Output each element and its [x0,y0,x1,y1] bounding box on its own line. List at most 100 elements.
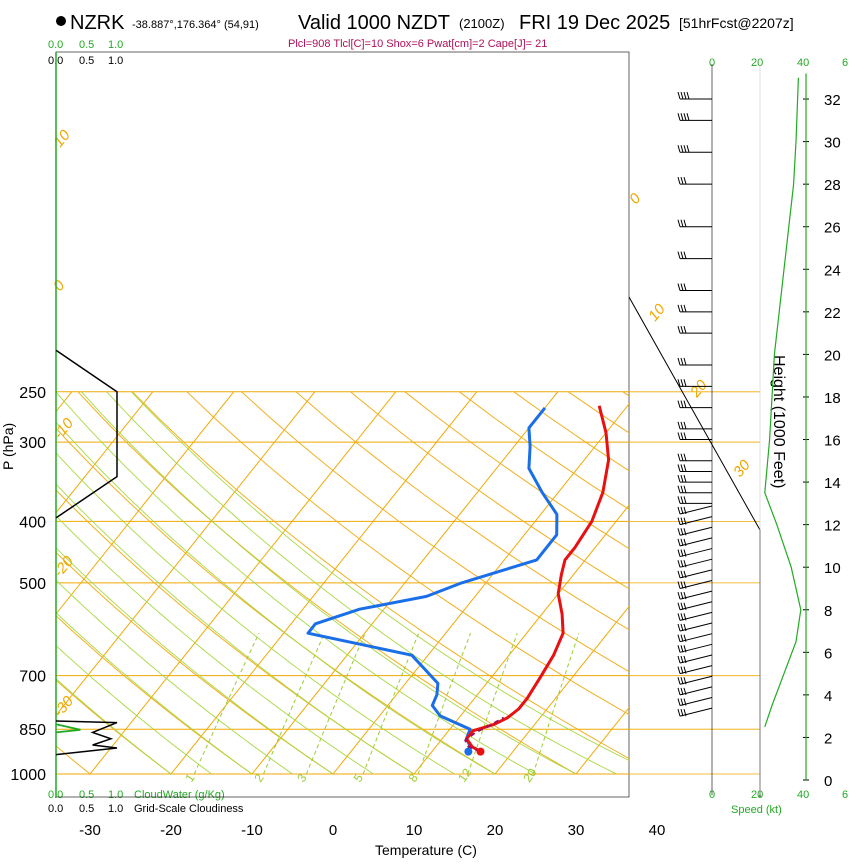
wind-barb [678,305,712,312]
wind-barb [678,655,712,663]
cloudwater-tick: 0.0 [48,39,63,51]
wind-barb [678,623,712,631]
wind-barb [678,326,712,333]
wind-barb-flag [681,656,683,663]
wind-barb [678,422,712,429]
surface-dewpoint-marker [464,748,472,756]
height-tick-label: 20 [824,347,841,364]
height-tick-label: 22 [824,305,841,322]
sounding-params: Plcl=908 Tlcl[C]=10 Shox=6 Pwat[cm]=2 Ca… [288,38,547,50]
wind-barb-flag [681,305,683,312]
speed-tick: 40 [797,57,809,69]
wind-barb-flag [681,433,683,440]
wind-barb [678,358,712,365]
top-cloud-axis: 0.0 0.5 1.0 0.0 0.5 1.0 [48,39,123,67]
wind-barb-flag [684,401,686,408]
wind-barb-flag [684,220,686,227]
wind-barb [678,252,712,259]
temperature-line [467,406,609,752]
wind-barb-flag [684,496,686,503]
mixing-ratio-label: 12 [455,766,474,785]
cloudwater-tick: 0.5 [79,39,94,51]
wind-barb-flag [678,624,680,631]
wind-barb-flag [681,252,683,259]
wind-barb-flag [681,624,683,631]
wind-barb [678,113,712,120]
wind-barb-flag [681,92,683,99]
wind-barb-flag [678,305,680,312]
wind-barb-flag [678,560,680,567]
wind-barb-flag [678,688,680,695]
isotherm-label: 20 [686,376,711,401]
pressure-tick-label: 300 [19,435,46,452]
wind-barb-flag [684,464,686,471]
wind-barb [678,486,712,493]
valid-date: FRI 19 Dec 2025 [519,12,670,34]
wind-barb-flag [678,326,680,333]
wind-barb-flag [681,113,683,120]
wind-barb-flag [678,645,680,652]
wind-barb [678,708,712,716]
wind-barb [678,602,712,610]
wind-barb-flag [681,613,683,620]
speed-tick: 6 [842,57,848,69]
wind-barb [678,644,712,652]
isotherm-label: -10 [50,415,77,443]
wind-barb-flag [678,220,680,227]
mixing-ratio-label: 3 [294,771,309,785]
wind-barb-flag [678,358,680,365]
wind-barb-flag [684,326,686,333]
wind-barb [678,570,712,578]
wind-barb-flag [684,379,686,386]
wind-barb-flag [678,284,680,291]
wind-barb [678,284,712,291]
height-tick-label: 4 [824,688,832,705]
speed-tick: 6 [842,789,848,801]
wind-barb-flag [681,422,683,429]
wind-barb-flag [684,113,686,120]
wind-barb-flag [678,475,680,482]
cloudiness-tick: 0.0 [48,803,63,815]
cloudiness-tick: 1.0 [108,55,123,67]
wind-barb-flag [678,177,680,184]
isotherm-label: 10 [50,126,74,150]
station-dot-icon [56,16,66,26]
wind-barb-flag [681,507,683,514]
wind-barb-flag [684,433,686,440]
forecast-info: [51hrFcst@2207z] [679,15,794,31]
wind-barb-flag [678,603,680,610]
cloudiness-tick: 0.5 [79,55,94,67]
wind-barb-flag [684,284,686,291]
wind-barb-flag [681,645,683,652]
isotherm-label: 30 [730,456,754,480]
wind-barb-flag [681,326,683,333]
mixing-ratio-line [306,633,365,774]
wind-barb-flag [678,433,680,440]
wind-barb-flag [678,677,680,684]
wind-barb-flag [681,592,683,599]
wind-barb-flag [678,667,680,674]
wind-barb-flag [681,709,683,716]
x-axis-title: Temperature (C) [375,842,477,858]
temperature-tick-label: -20 [160,822,182,839]
wind-barb-flag [681,284,683,291]
wind-barb-flag [678,145,680,152]
wind-barb-flag [681,667,683,674]
wind-barb [678,496,712,503]
wind-barb [678,634,712,642]
station-name: NZRK [70,12,125,34]
cloudwater-tick: 0.5 [79,789,94,801]
utc-time: (2100Z) [459,16,505,31]
speed-tick: 20 [751,789,763,801]
wind-barb-flag [681,475,683,482]
height-tick-label: 32 [824,92,841,109]
height-tick-label: 12 [824,518,841,535]
wind-barb-flag [678,709,680,716]
wind-barb-flag [678,422,680,429]
wind-barb-flag [681,177,683,184]
wind-barb-flag [681,358,683,365]
temperature-tick-label: -30 [79,822,101,839]
pressure-tick-label: 400 [19,514,46,531]
